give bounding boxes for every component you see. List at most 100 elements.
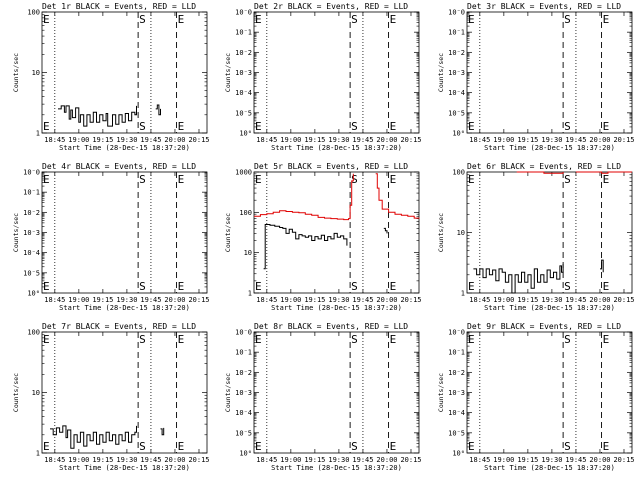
marker-E-bottom: E	[390, 440, 397, 453]
marker-E-bottom: E	[43, 440, 50, 453]
x-tick-label: 20:00	[164, 296, 185, 304]
x-tick-label: 19:15	[517, 456, 538, 464]
x-tick-label: 19:15	[517, 296, 538, 304]
x-tick-label: 20:15	[613, 136, 634, 144]
series-lld-line	[375, 173, 420, 219]
x-tick-label: 19:30	[328, 136, 349, 144]
marker-E-top: E	[468, 173, 475, 186]
y-tick-label: 100	[239, 209, 252, 217]
y-tick-label: 10⁻0	[448, 9, 465, 17]
panel-title: Det 3r BLACK = Events, RED = LLD	[467, 2, 621, 11]
x-tick-label: 19:15	[92, 296, 113, 304]
x-tick-label: 19:30	[116, 456, 137, 464]
x-tick-label: 20:00	[589, 456, 610, 464]
panel-title: Det 7r BLACK = Events, RED = LLD	[42, 322, 196, 331]
x-tick-label: 20:15	[400, 136, 421, 144]
y-tick-label: 10	[457, 229, 465, 237]
panel-title: Det 1r BLACK = Events, RED = LLD	[42, 2, 196, 11]
marker-S-bottom: S	[564, 440, 571, 453]
y-tick-label: 10⁻2	[235, 369, 252, 377]
x-tick-label: 20:00	[164, 136, 185, 144]
x-tick-label: 20:00	[376, 136, 397, 144]
marker-S-top: S	[564, 333, 571, 346]
marker-E-bottom: E	[603, 280, 610, 293]
panel-title: Det 6r BLACK = Events, RED = LLD	[467, 162, 621, 171]
y-axis-label: Counts/sec	[437, 53, 445, 92]
x-tick-label: 19:15	[517, 136, 538, 144]
marker-S-bottom: S	[139, 120, 146, 133]
y-axis-label: Counts/sec	[224, 213, 232, 252]
y-tick-label: 10⁻4	[23, 249, 40, 257]
series-events-line	[58, 105, 137, 127]
marker-E-top: E	[178, 13, 185, 26]
y-tick-label: 10⁻3	[448, 69, 465, 77]
marker-E-top: E	[390, 173, 397, 186]
x-tick-label: 19:00	[68, 136, 89, 144]
marker-E-bottom: E	[390, 120, 397, 133]
x-tick-label: 19:30	[541, 456, 562, 464]
x-tick-label: 19:15	[92, 136, 113, 144]
marker-E-bottom: E	[468, 440, 475, 453]
marker-E-bottom: E	[178, 280, 185, 293]
panel-title: Det 2r BLACK = Events, RED = LLD	[254, 2, 408, 11]
y-axis-label: Counts/sec	[12, 373, 20, 412]
y-tick-label: 100	[27, 329, 40, 337]
y-axis-label: Counts/sec	[437, 373, 445, 412]
marker-S-top: S	[564, 13, 571, 26]
x-tick-label: 19:45	[140, 296, 161, 304]
marker-E-top: E	[468, 333, 475, 346]
x-tick-label: 19:30	[116, 296, 137, 304]
marker-S-bottom: S	[564, 120, 571, 133]
y-tick-label: 10⁻5	[448, 429, 465, 437]
series-events-line	[50, 425, 137, 449]
plot-frame	[253, 171, 420, 294]
x-tick-label: 19:00	[493, 296, 514, 304]
marker-S-top: S	[351, 173, 358, 186]
marker-E-top: E	[43, 13, 50, 26]
marker-E-bottom: E	[178, 120, 185, 133]
x-tick-label: 18:45	[44, 456, 65, 464]
y-tick-label: 10⁰	[452, 450, 465, 458]
series-events-line	[600, 259, 604, 273]
y-tick-label: 10⁻0	[448, 329, 465, 337]
x-tick-label: 19:30	[541, 296, 562, 304]
y-tick-label: 100	[452, 169, 465, 177]
marker-E-bottom: E	[255, 440, 262, 453]
y-axis-label: Counts/sec	[224, 53, 232, 92]
x-tick-label: 18:45	[469, 296, 490, 304]
x-tick-label: 20:15	[188, 136, 209, 144]
marker-E-top: E	[468, 13, 475, 26]
marker-E-bottom: E	[468, 280, 475, 293]
y-tick-label: 10⁻3	[235, 389, 252, 397]
marker-S-top: S	[139, 13, 146, 26]
y-tick-label: 10⁻4	[235, 409, 252, 417]
plot-frame	[41, 331, 208, 454]
x-tick-label: 20:15	[400, 456, 421, 464]
y-tick-label: 10⁻1	[235, 29, 252, 37]
marker-E-top: E	[255, 173, 262, 186]
marker-E-bottom: E	[390, 280, 397, 293]
plot-frame	[253, 331, 420, 454]
x-axis-label: Start Time (28-Dec-15 18:37:20)	[59, 144, 190, 152]
panel-title: Det 5r BLACK = Events, RED = LLD	[254, 162, 408, 171]
y-tick-label: 10⁻1	[23, 189, 40, 197]
x-tick-label: 19:00	[280, 296, 301, 304]
y-axis-label: Counts/sec	[437, 213, 445, 252]
y-tick-label: 10	[32, 389, 40, 397]
x-tick-label: 19:30	[328, 296, 349, 304]
y-tick-label: 1	[36, 130, 40, 138]
y-tick-label: 10⁻1	[448, 29, 465, 37]
y-tick-label: 10⁻5	[235, 109, 252, 117]
y-tick-label: 10⁻5	[235, 429, 252, 437]
y-tick-label: 1	[461, 290, 465, 298]
marker-E-top: E	[43, 333, 50, 346]
x-tick-label: 19:00	[68, 296, 89, 304]
panel-title: Det 8r BLACK = Events, RED = LLD	[254, 322, 408, 331]
plot-frame	[253, 11, 420, 134]
